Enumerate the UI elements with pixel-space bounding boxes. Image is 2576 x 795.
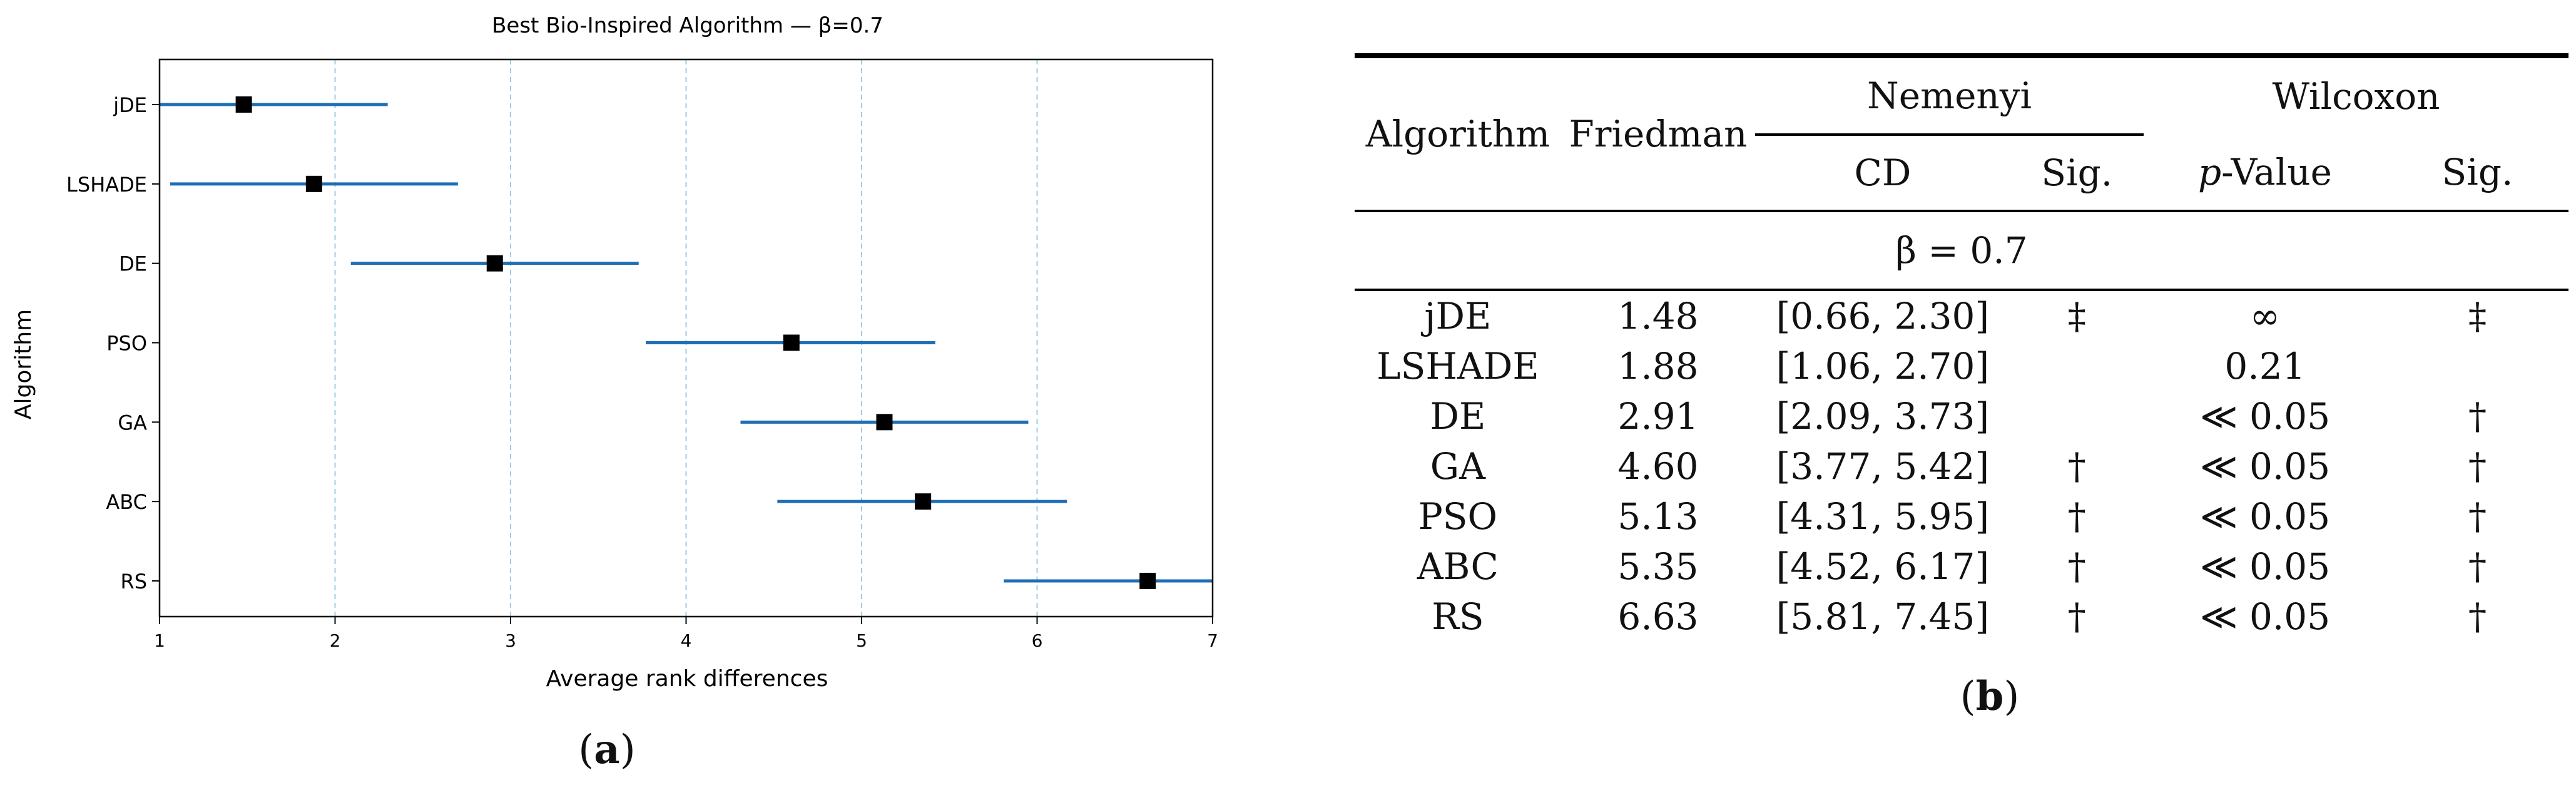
grid-lines (334, 59, 1038, 617)
table-body: jDE 1.48 [0.66, 2.30] ‡ ∞ ‡ LSHADE 1.88 [1.06, 2… (1355, 290, 2568, 642)
table-row: RS 6.63 [5.81, 7.45] † ≪ 0.05 † (1355, 592, 2568, 642)
table-row: GA 4.60 [3.77, 5.42] † ≪ 0.05 † (1355, 441, 2568, 491)
data-marks (160, 96, 1213, 589)
caption-a-close: ) (619, 727, 636, 773)
x-tick-label: 4 (681, 630, 692, 651)
rank-point-PSO (783, 334, 800, 351)
header-nemenyi: Nemenyi (1755, 53, 2144, 136)
cell-sig-nemenyi: † (2067, 545, 2086, 588)
cell-sig-wilcoxon: † (2468, 595, 2487, 638)
table-row: PSO 5.13 [4.31, 5.95] † ≪ 0.05 † (1355, 491, 2568, 541)
cell-friedman: 2.91 (1617, 395, 1699, 438)
caption-a-letter: a (594, 726, 620, 773)
table-row: jDE 1.48 [0.66, 2.30] ‡ ∞ ‡ (1355, 290, 2568, 341)
x-tick-label: 7 (1207, 630, 1218, 651)
cell-cd: [2.09, 3.73] (1776, 395, 1990, 438)
header-cd: CD (1755, 135, 2010, 212)
x-tick-label: 2 (330, 630, 341, 651)
cell-algorithm: GA (1430, 445, 1485, 488)
cell-p-value: ≪ 0.05 (2199, 545, 2331, 588)
caption-a: (a) (551, 726, 663, 773)
header-p-value: p-Value (2143, 135, 2386, 212)
cell-friedman: 1.88 (1617, 345, 1699, 387)
cell-sig-nemenyi: † (2067, 595, 2086, 638)
rank-point-GA (876, 414, 893, 431)
cell-sig-wilcoxon (2386, 341, 2568, 391)
cell-algorithm: LSHADE (1377, 345, 1539, 387)
rank-point-ABC (915, 493, 932, 510)
cell-algorithm: jDE (1424, 295, 1492, 337)
cell-cd: [4.52, 6.17] (1776, 545, 1990, 588)
table-row: LSHADE 1.88 [1.06, 2.70] 0.21 (1355, 341, 2568, 391)
cell-algorithm: DE (1430, 395, 1486, 438)
cell-sig-wilcoxon: † (2468, 395, 2487, 438)
caption-b-open: ( (1960, 674, 1976, 720)
cell-p-value: ≪ 0.05 (2199, 395, 2331, 438)
cell-sig-wilcoxon: † (2468, 445, 2487, 488)
table-row: DE 2.91 [2.09, 3.73] ≪ 0.05 † (1355, 391, 2568, 441)
cell-p-value: ∞ (2249, 295, 2281, 337)
rank-point-DE (486, 255, 503, 272)
cell-p-value: ≪ 0.05 (2199, 595, 2331, 638)
chart-title: Best Bio-Inspired Algorithm — β=0.7 (492, 13, 883, 38)
cell-sig-wilcoxon: † (2468, 495, 2487, 538)
cell-cd: [1.06, 2.70] (1776, 345, 1990, 387)
cell-sig-nemenyi (2010, 391, 2144, 441)
table-row: ABC 5.35 [4.52, 6.17] † ≪ 0.05 † (1355, 541, 2568, 592)
x-axis-label: Average rank differences (546, 666, 828, 692)
cell-cd: [5.81, 7.45] (1776, 595, 1990, 638)
x-tick-label: 3 (505, 630, 516, 651)
rank-point-jDE (235, 96, 252, 113)
results-table-panel: Algorithm Friedman Nemenyi Wilcoxon CD S… (1355, 53, 2568, 642)
caption-b-letter: b (1975, 673, 2004, 720)
header-friedman: Friedman (1560, 53, 1756, 212)
cell-algorithm: RS (1432, 595, 1484, 638)
cell-algorithm: ABC (1417, 545, 1499, 588)
cell-friedman: 5.35 (1617, 545, 1699, 588)
rank-point-LSHADE (305, 175, 322, 192)
y-tick-label: PSO (106, 332, 147, 356)
cell-sig-nemenyi: † (2067, 495, 2086, 538)
rank-point-RS (1139, 573, 1156, 589)
cell-friedman: 6.63 (1617, 595, 1699, 638)
y-tick-label: RS (120, 570, 147, 593)
header-wilcoxon: Wilcoxon (2143, 53, 2568, 135)
forest-plot: Best Bio-Inspired Algorithm — β=0.7 1 2 3 4… (11, 13, 1218, 692)
x-tick-label: 6 (1032, 630, 1043, 651)
caption-b-close: ) (2003, 674, 2020, 720)
cell-sig-nemenyi: ‡ (2067, 295, 2086, 337)
cell-sig-wilcoxon: † (2468, 545, 2487, 588)
header-p-rest: -Value (2221, 151, 2332, 193)
cell-friedman: 5.13 (1617, 495, 1699, 538)
cell-friedman: 4.60 (1617, 445, 1699, 488)
section-label: β = 0.7 (1355, 211, 2568, 291)
cell-sig-nemenyi (2010, 341, 2144, 391)
header-sig-nemenyi: Sig. (2010, 135, 2144, 212)
cell-friedman: 1.48 (1617, 295, 1699, 337)
caption-a-open: ( (578, 727, 594, 773)
x-tick-label: 1 (154, 630, 165, 651)
y-tick-label: LSHADE (66, 173, 147, 197)
cell-sig-nemenyi: † (2067, 445, 2086, 488)
cell-cd: [3.77, 5.42] (1776, 445, 1990, 488)
cell-p-value: ≪ 0.05 (2199, 495, 2331, 538)
header-p-italic: p (2198, 151, 2222, 193)
y-tick-label: DE (119, 252, 147, 276)
caption-b: (b) (1946, 673, 2034, 720)
x-tick-label: 5 (856, 630, 867, 651)
y-tick-label: GA (118, 411, 147, 434)
cell-cd: [0.66, 2.30] (1776, 295, 1990, 337)
header-algorithm: Algorithm (1355, 53, 1561, 212)
cell-p-value: ≪ 0.05 (2199, 445, 2331, 488)
y-tick-label: ABC (106, 490, 147, 514)
cell-sig-wilcoxon: ‡ (2468, 295, 2487, 337)
cell-cd: [4.31, 5.95] (1776, 495, 1990, 538)
results-table: Algorithm Friedman Nemenyi Wilcoxon CD S… (1355, 53, 2568, 642)
y-tick-label: jDE (113, 93, 147, 117)
y-axis-label: Algorithm (11, 309, 36, 419)
cell-p-value: 0.21 (2224, 345, 2306, 387)
header-sig-wilcoxon: Sig. (2386, 135, 2568, 212)
axis-ticks: 1 2 3 4 5 6 7 jDE LSHADE DE PSO GA ABC RS (66, 93, 1218, 651)
cell-algorithm: PSO (1418, 495, 1498, 538)
